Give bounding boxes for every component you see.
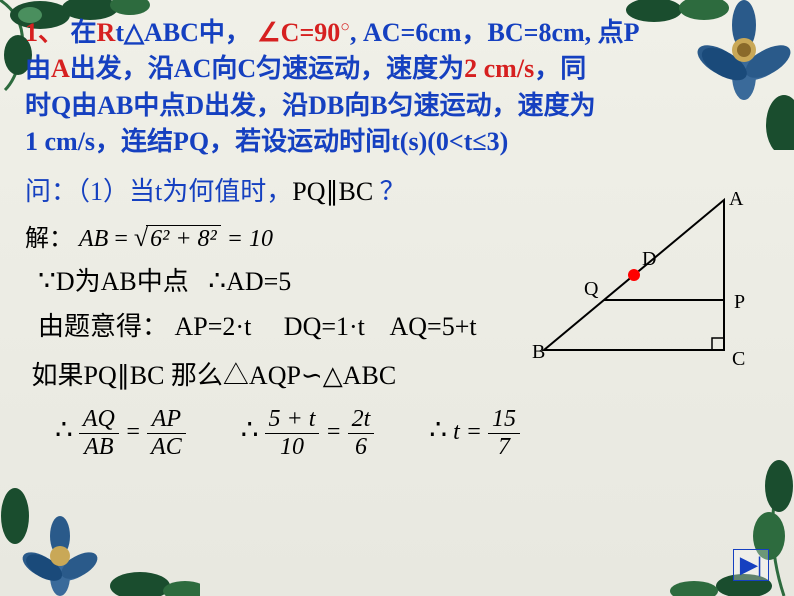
slide: 1、 在Rt△ABC中， ∠C=90○, AC=6cm，BC=8cm, 点P 由…: [0, 0, 794, 596]
content: 1、 在Rt△ABC中， ∠C=90○, AC=6cm，BC=8cm, 点P 由…: [0, 0, 794, 477]
question-line: 问：（1）当t为何值时，PQ∥BC ？: [25, 171, 769, 208]
problem-statement: 1、 在Rt△ABC中， ∠C=90○, AC=6cm，BC=8cm, 点P 由…: [25, 15, 769, 161]
solution-line-3: 由题意得： AP=2·t DQ=1·t AQ=5+t: [25, 306, 769, 343]
solution-line-4: 如果PQ∥BC 那么△AQP∽△ABC: [25, 355, 769, 392]
problem-number: 1: [25, 18, 38, 47]
solution-line-2: ∵D为AB中点 ∴AD=5: [25, 261, 769, 298]
solution-line-1: 解： AB = √6² + 8² = 10: [25, 218, 769, 253]
solution-line-5: ∴ AQAB = APAC ∴ 5 + t10 = 2t6 ∴ t = 157: [25, 406, 769, 461]
next-button[interactable]: ▶|: [733, 549, 769, 581]
deco-bottom-left: [0, 476, 200, 596]
